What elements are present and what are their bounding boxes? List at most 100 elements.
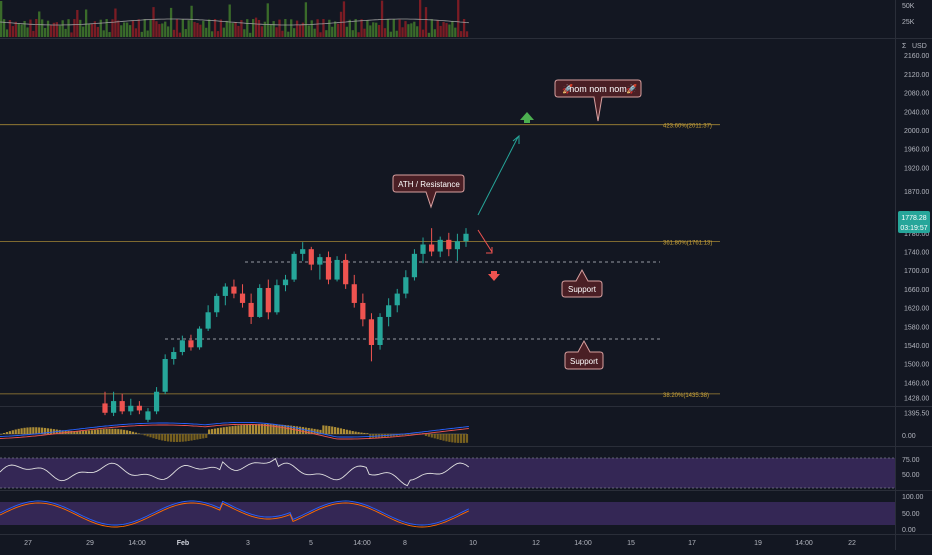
candle-body — [317, 257, 322, 264]
macd-histogram-bar — [316, 429, 318, 434]
time-label: 27 — [24, 540, 32, 547]
candle-body — [206, 312, 211, 328]
volume-bar — [100, 20, 102, 37]
stoch-tick-100: 100.00 — [902, 494, 924, 501]
volume-bar — [67, 19, 69, 37]
volume-bar — [18, 23, 20, 37]
macd-histogram-bar — [231, 426, 233, 434]
price-tick: 2160.00 — [904, 53, 929, 60]
volume-bar — [410, 23, 412, 37]
volume-bar — [35, 19, 37, 37]
price-tick: 2000.00 — [904, 128, 929, 135]
macd-histogram-bar — [437, 434, 439, 439]
macd-histogram-bar — [188, 434, 190, 441]
macd-histogram-bar — [138, 433, 140, 434]
candle-body — [283, 280, 288, 286]
macd-histogram-bar — [205, 434, 207, 438]
volume-bar — [141, 32, 143, 37]
price-tick: 1920.00 — [904, 165, 929, 172]
volume-bar — [88, 24, 90, 37]
volume-bar — [15, 22, 17, 37]
volume-bar — [272, 21, 274, 37]
macd-histogram-bar — [12, 430, 14, 434]
volume-bar — [328, 20, 330, 37]
volume-bar — [231, 23, 233, 37]
price-tick: 1395.50 — [904, 411, 929, 418]
candle-body — [257, 288, 262, 317]
macd-histogram-bar — [223, 427, 225, 434]
volume-bar — [413, 22, 415, 37]
volume-bar — [442, 22, 444, 37]
volume-bar — [299, 25, 301, 37]
callout-nom-label: nom nom nom — [569, 84, 627, 94]
volume-bar — [404, 21, 406, 37]
macd-histogram-bar — [340, 428, 342, 434]
volume-bar — [202, 21, 204, 37]
volume-bar — [185, 29, 187, 37]
macd-histogram-bar — [144, 434, 146, 435]
time-label: 8 — [403, 540, 407, 547]
macd-histogram-bar — [434, 434, 436, 438]
currency-code: USD — [912, 43, 927, 50]
price-tick: 2120.00 — [904, 72, 929, 79]
volume-tick-50k: 50K — [902, 3, 915, 10]
candle-body — [145, 411, 150, 419]
macd-histogram-bar — [425, 434, 427, 436]
volume-bar — [123, 22, 125, 37]
volume-bar — [384, 28, 386, 37]
macd-histogram-bar — [199, 434, 201, 439]
macd-histogram-bar — [152, 434, 154, 438]
macd-histogram-bar — [305, 428, 307, 434]
macd-histogram-bar — [255, 424, 257, 434]
candle-body — [137, 406, 142, 411]
volume-bar — [428, 33, 430, 37]
time-label: 29 — [86, 540, 94, 547]
macd-histogram-bar — [249, 424, 251, 434]
macd-tick-zero: 0.00 — [902, 433, 916, 440]
macd-histogram-bar — [322, 425, 324, 434]
macd-histogram-bar — [349, 430, 351, 434]
volume-bar — [155, 21, 157, 37]
volume-bar — [398, 20, 400, 37]
candle-body — [188, 340, 193, 347]
volume-bar — [255, 18, 257, 37]
volume-bar — [278, 20, 280, 37]
volume-bar — [0, 1, 2, 37]
volume-bar — [229, 4, 231, 37]
candle-body — [360, 303, 365, 319]
volume-bar — [322, 19, 324, 37]
callout-support-upper-label: Support — [568, 285, 597, 294]
candle-body — [120, 401, 125, 411]
macd-histogram-bar — [120, 429, 122, 434]
volume-bar — [448, 25, 450, 37]
candle-body — [352, 284, 357, 303]
volume-bar — [173, 30, 175, 37]
macd-histogram-bar — [366, 433, 368, 434]
macd-histogram-bar — [182, 434, 184, 442]
candle-body — [343, 260, 348, 284]
macd-histogram-bar — [26, 427, 28, 434]
macd-histogram-bar — [35, 427, 37, 434]
candle-body — [420, 245, 425, 254]
candle-body — [274, 285, 279, 312]
volume-bar — [249, 33, 251, 37]
volume-bar — [334, 21, 336, 37]
volume-bar — [422, 30, 424, 37]
volume-bar — [64, 29, 66, 37]
time-label: 14:00 — [574, 540, 592, 547]
rsi-tick-50: 50.00 — [902, 472, 920, 479]
macd-histogram-bar — [179, 434, 181, 442]
volume-bar — [237, 26, 239, 37]
macd-histogram-bar — [355, 432, 357, 434]
macd-histogram-bar — [193, 434, 195, 440]
volume-bar — [434, 29, 436, 37]
volume-bar — [144, 19, 146, 37]
volume-bar — [223, 28, 225, 37]
macd-histogram-bar — [217, 428, 219, 434]
volume-bar — [220, 19, 222, 37]
macd-histogram-bar — [103, 429, 105, 434]
macd-histogram-bar — [252, 424, 254, 434]
volume-bar — [56, 22, 58, 37]
